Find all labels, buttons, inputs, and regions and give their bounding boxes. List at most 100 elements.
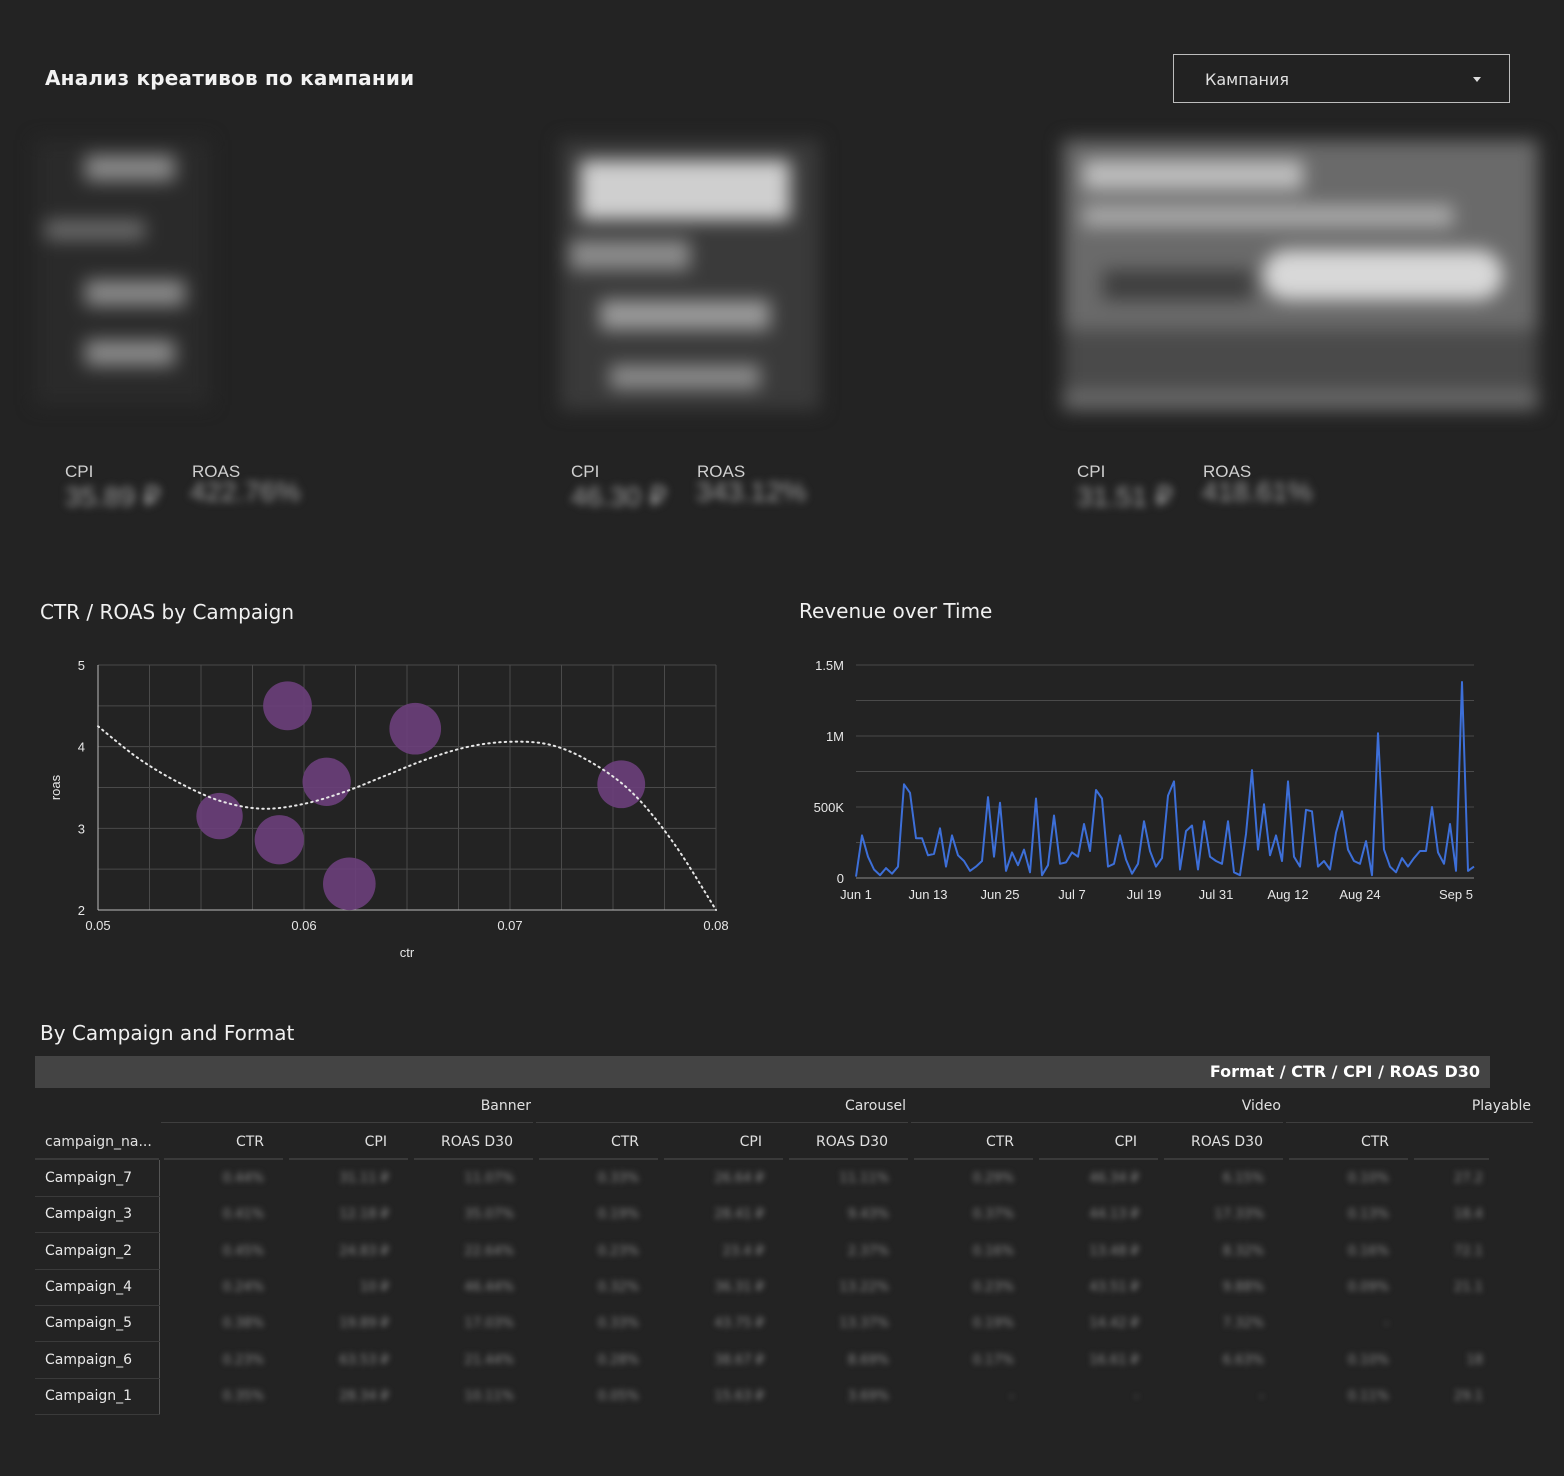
row-divider bbox=[35, 1268, 160, 1270]
x-tick-label: Aug 12 bbox=[1267, 887, 1308, 902]
table-row-campaign: Campaign_4 bbox=[45, 1278, 133, 1295]
table-cell: 0.23% bbox=[597, 1243, 639, 1259]
table-cell: 36.31 ₽ bbox=[714, 1279, 764, 1295]
header-underline bbox=[1164, 1158, 1283, 1160]
roas-value: 343.12% bbox=[696, 476, 807, 507]
group-header-carousel: Carousel bbox=[844, 1098, 906, 1114]
table-cell: 0.23% bbox=[972, 1279, 1014, 1295]
group-divider bbox=[911, 1122, 1283, 1123]
table-cell: 0.28% bbox=[597, 1352, 639, 1368]
table-header-bar: Format / CTR / CPI / ROAS D30 bbox=[35, 1056, 1490, 1088]
table-cell: 0.05% bbox=[597, 1388, 639, 1404]
revenue-line-chart: 0 500K 1M 1.5M Jun 1 Jun 13 Jun 25 Jul 7 Jul 19 J… bbox=[814, 658, 1475, 902]
cpi-label: CPI bbox=[65, 462, 94, 481]
header-underline bbox=[789, 1158, 908, 1160]
scatter-point bbox=[597, 760, 646, 809]
table-cell: 0.10% bbox=[1347, 1352, 1389, 1368]
table-cell: 23.4 ₽ bbox=[722, 1243, 764, 1259]
table-cell: 6.15% bbox=[1222, 1171, 1264, 1186]
cpi-value: 35.89 ₽ bbox=[65, 481, 161, 512]
header-underline bbox=[664, 1158, 783, 1160]
column-header: CTR bbox=[1360, 1134, 1389, 1150]
table-cell: - bbox=[1259, 1388, 1264, 1404]
y-tick-label: 1.5M bbox=[815, 658, 844, 673]
row-divider bbox=[35, 1413, 160, 1415]
table-title: By Campaign and Format bbox=[40, 1021, 295, 1045]
table-cell: 2.37% bbox=[847, 1243, 889, 1259]
cpi-value: 46.30 ₽ bbox=[571, 481, 667, 512]
table-cell: 0.35% bbox=[222, 1388, 264, 1404]
table-cell: 43.51 ₽ bbox=[1089, 1279, 1139, 1295]
x-tick-label: 0.05 bbox=[85, 918, 110, 933]
campaign-dropdown[interactable]: Кампания bbox=[1173, 54, 1510, 103]
x-tick-label: Jun 1 bbox=[840, 887, 872, 902]
roas-label: ROAS bbox=[1203, 462, 1252, 481]
y-tick-label: 5 bbox=[78, 658, 85, 673]
y-axis-label: roas bbox=[48, 774, 63, 800]
table-cell: 0.24% bbox=[222, 1279, 264, 1295]
table-row-campaign: Campaign_1 bbox=[45, 1387, 133, 1404]
table-cell: - bbox=[1009, 1388, 1014, 1404]
table-cell: 10 ₽ bbox=[360, 1279, 389, 1295]
table-row-campaign: Campaign_2 bbox=[45, 1242, 133, 1259]
x-axis-label: ctr bbox=[400, 945, 415, 960]
table-cell: 14.42 ₽ bbox=[1089, 1316, 1139, 1332]
table-cell: - bbox=[1134, 1388, 1139, 1404]
y-tick-label: 3 bbox=[78, 821, 85, 836]
column-header: CTR bbox=[985, 1134, 1014, 1150]
table-cell: 0.11% bbox=[1347, 1388, 1389, 1404]
page-title: Анализ креативов по кампании bbox=[45, 66, 415, 90]
group-header-playable: Playable bbox=[1471, 1098, 1531, 1114]
roas-label: ROAS bbox=[192, 462, 241, 481]
table-row-campaign: Campaign_7 bbox=[45, 1170, 133, 1186]
table-row-campaign: Campaign_3 bbox=[45, 1206, 133, 1223]
table-cell: 0.38% bbox=[222, 1316, 264, 1332]
group-divider bbox=[536, 1122, 908, 1123]
table-cell: 21.1 bbox=[1454, 1279, 1483, 1295]
y-tick-label: 2 bbox=[78, 903, 85, 918]
x-tick-label: 0.07 bbox=[497, 918, 522, 933]
scatter-chart-title: CTR / ROAS by Campaign bbox=[40, 600, 295, 624]
table-cell: 0.29% bbox=[972, 1171, 1014, 1186]
header-underline bbox=[35, 1158, 159, 1160]
table-cell: 0.19% bbox=[972, 1316, 1014, 1332]
table-cell: 22.64% bbox=[464, 1243, 514, 1259]
table-cell: 0.17% bbox=[972, 1352, 1014, 1368]
table-cell: 0.45% bbox=[222, 1243, 264, 1259]
table-cell: 0.10% bbox=[1347, 1171, 1389, 1186]
creative-preview-2 bbox=[560, 140, 820, 410]
scatter-point bbox=[254, 815, 304, 865]
roas-value: 422.76% bbox=[190, 476, 301, 507]
y-tick-label: 1M bbox=[826, 729, 844, 744]
row-divider bbox=[35, 1341, 160, 1343]
revenue-series-line bbox=[855, 681, 1475, 877]
table-cell: 8.32% bbox=[1222, 1243, 1264, 1259]
scatter-point bbox=[323, 857, 376, 911]
table-cell: 10.11% bbox=[464, 1388, 514, 1404]
table-cell: 0.37% bbox=[972, 1207, 1014, 1223]
x-tick-label: Jun 13 bbox=[908, 887, 947, 902]
header-underline bbox=[414, 1158, 533, 1160]
group-divider bbox=[161, 1122, 533, 1123]
group-header-banner: Banner bbox=[480, 1098, 531, 1114]
table-cell: 29.1 bbox=[1454, 1388, 1483, 1404]
table-cell: 28.34 ₽ bbox=[339, 1388, 389, 1404]
table-cell: 15.63 ₽ bbox=[714, 1388, 764, 1404]
header-underline bbox=[1414, 1158, 1489, 1160]
table-cell: 0.16% bbox=[972, 1243, 1014, 1259]
table-cell: 24.83 ₽ bbox=[339, 1243, 389, 1259]
table-row-campaign: Campaign_5 bbox=[45, 1315, 133, 1332]
row-header-divider bbox=[159, 1160, 160, 1414]
row-header: campaign_na... bbox=[45, 1134, 152, 1150]
table-cell: 0.33% bbox=[597, 1171, 639, 1186]
y-tick-label: 0 bbox=[837, 871, 844, 886]
table-cell: 12.18 ₽ bbox=[339, 1207, 389, 1223]
x-tick-label: Jun 25 bbox=[980, 887, 1019, 902]
table-cell: 0.32% bbox=[597, 1279, 639, 1295]
table-cell: 0.23% bbox=[222, 1352, 264, 1368]
column-header: CPI bbox=[1114, 1134, 1137, 1150]
table-cell: 28.41 ₽ bbox=[714, 1207, 764, 1223]
table-cell: 7.32% bbox=[1222, 1316, 1264, 1332]
table-cell: 13.37% bbox=[839, 1316, 889, 1332]
table-cell: 0.13% bbox=[1347, 1207, 1389, 1223]
